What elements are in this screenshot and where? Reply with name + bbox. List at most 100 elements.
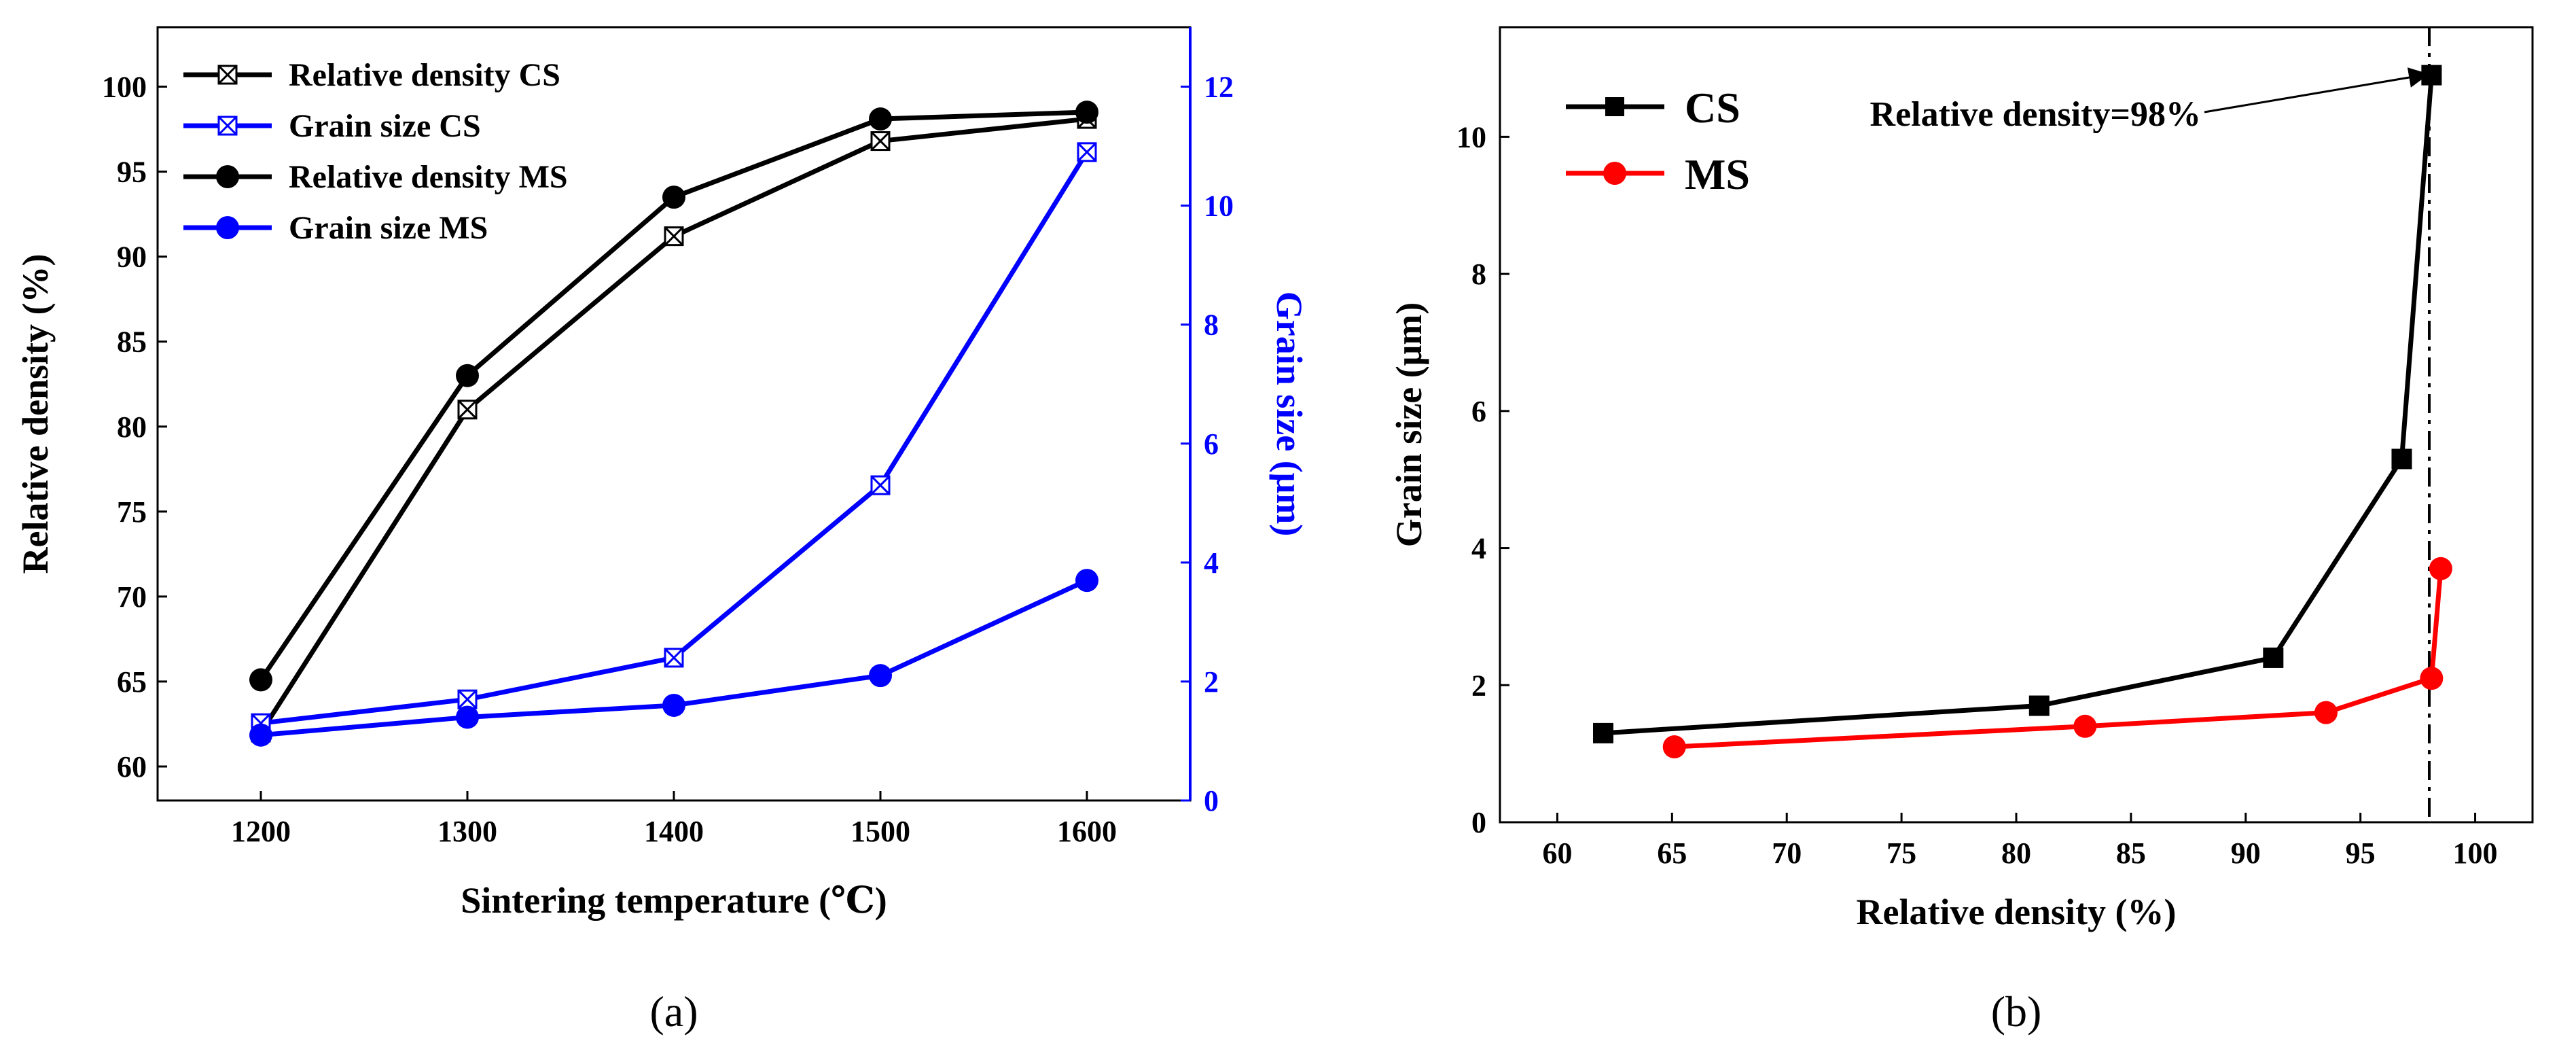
data-point — [662, 693, 685, 717]
series-cs — [1593, 65, 2442, 743]
legend-marker-circle — [216, 216, 239, 239]
panel-a-y2-ticks: 0 2 4 6 8 10 12 — [1181, 71, 1234, 817]
legend-marker-square — [1605, 97, 1624, 116]
data-point — [457, 400, 478, 420]
data-point — [456, 364, 479, 387]
legend-label-cs: CS — [1685, 84, 1740, 132]
panel-b-legend: CS MS — [1566, 84, 1750, 198]
panel-b-reference-line — [2204, 27, 2431, 822]
y-tick-label: 10 — [1456, 120, 1486, 154]
y-tick-label: 0 — [1471, 806, 1486, 839]
y-tick-label: 65 — [117, 665, 147, 699]
legend-item-grain-size-ms: Grain size MS — [183, 210, 488, 246]
y-tick-label: 8 — [1471, 258, 1486, 291]
legend-label-ms: MS — [1685, 150, 1750, 198]
data-point — [1075, 101, 1098, 124]
y2-tick-label: 8 — [1204, 309, 1219, 342]
panel-a-x-ticks: 1200 1300 1400 1500 1600 — [231, 791, 1117, 848]
data-point — [2391, 448, 2412, 470]
legend-label-relative-density-cs: Relative density CS — [289, 57, 560, 93]
data-point — [870, 475, 891, 495]
panel-a-y-ticks: 60 65 70 75 80 85 90 95 100 — [102, 71, 167, 784]
data-point — [664, 648, 684, 668]
x-tick-label: 65 — [1657, 837, 1687, 870]
panel-a-legend: Relative density CS Grain size CS Relati… — [183, 57, 568, 246]
data-point — [249, 668, 272, 692]
panel-a-y-axis-label: Relative density (%) — [15, 254, 56, 574]
y2-tick-label: 6 — [1204, 427, 1219, 461]
data-point — [249, 723, 272, 747]
data-point — [457, 689, 478, 709]
panel-a-x-axis-label: Sintering temperature (℃) — [461, 880, 887, 921]
data-point — [2314, 701, 2338, 724]
data-point — [662, 186, 685, 209]
panel-a-series — [249, 101, 1098, 747]
annotation-arrow — [2204, 67, 2429, 113]
series-ms — [1662, 557, 2452, 759]
y-tick-label: 2 — [1471, 669, 1486, 702]
x-tick-label: 1600 — [1057, 815, 1117, 848]
legend-item-grain-size-cs: Grain size CS — [183, 108, 481, 144]
y-tick-label: 100 — [102, 71, 147, 104]
y-tick-label: 75 — [117, 495, 147, 529]
data-point — [869, 107, 892, 131]
legend-label-relative-density-ms: Relative density MS — [289, 159, 568, 195]
x-tick-label: 75 — [1886, 837, 1916, 870]
series-relative-density-ms — [249, 101, 1098, 692]
y2-tick-label: 0 — [1204, 784, 1219, 817]
data-point — [1075, 569, 1098, 593]
legend-marker-circle — [1603, 162, 1626, 185]
data-point — [2028, 695, 2050, 716]
panel-b-chart: 60 65 70 75 80 85 90 95 100 0 2 4 6 8 10 CS MS Relati… — [1389, 26, 2534, 1036]
y-tick-label: 95 — [117, 156, 147, 189]
y-tick-label: 90 — [117, 241, 147, 274]
legend-item-relative-density-ms: Relative density MS — [183, 159, 568, 195]
data-point — [1593, 722, 1613, 743]
data-point — [2421, 65, 2442, 86]
legend-label-grain-size-ms: Grain size MS — [289, 210, 488, 246]
legend-item-relative-density-cs: Relative density CS — [183, 57, 560, 93]
y2-tick-label: 4 — [1204, 546, 1219, 580]
x-tick-label: 90 — [2231, 837, 2261, 870]
y-tick-label: 85 — [117, 325, 147, 359]
data-point — [2073, 714, 2097, 738]
data-point — [1662, 735, 1686, 759]
x-tick-label: 70 — [1772, 837, 1802, 870]
y-tick-label: 60 — [117, 750, 147, 784]
legend-marker-boxed-x — [217, 65, 238, 85]
data-point — [870, 131, 891, 152]
legend-label-grain-size-cs: Grain size CS — [289, 108, 481, 144]
panel-a-y2-axis-label: Grain size (μm) — [1269, 292, 1310, 537]
series-grain-size-ms — [249, 569, 1098, 747]
y2-tick-label: 2 — [1204, 665, 1219, 699]
x-tick-label: 1200 — [231, 815, 291, 848]
y-tick-label: 6 — [1471, 395, 1486, 428]
y-tick-label: 80 — [117, 410, 147, 444]
panel-b-annotation: Relative density=98% — [1870, 95, 2201, 134]
data-point — [2429, 557, 2452, 580]
panel-b-y-ticks: 0 2 4 6 8 10 — [1456, 120, 1509, 839]
y-tick-label: 70 — [117, 580, 147, 614]
x-tick-label: 95 — [2346, 837, 2376, 870]
legend-item-cs: CS — [1566, 84, 1740, 132]
x-tick-label: 60 — [1542, 837, 1572, 870]
legend-marker-boxed-x — [217, 116, 238, 136]
panel-a-chart: 1200 1300 1400 1500 1600 6065707580859095100… — [15, 26, 1310, 1036]
y2-tick-label: 10 — [1204, 190, 1234, 223]
x-tick-label: 85 — [2116, 837, 2146, 870]
panel-b-y-axis-label: Grain size (μm) — [1389, 302, 1429, 548]
legend-marker-circle — [216, 165, 239, 188]
data-point — [2263, 647, 2284, 668]
x-tick-label: 1500 — [851, 815, 910, 848]
panel-b-plot-frame — [1499, 26, 2534, 824]
y-tick-label: 4 — [1471, 532, 1486, 565]
data-point — [869, 664, 892, 688]
panel-b-x-ticks: 60 65 70 75 80 85 90 95 100 — [1542, 813, 2498, 870]
panel-b-series — [1593, 65, 2452, 759]
legend-item-ms: MS — [1566, 150, 1750, 198]
panel-b-caption-label: (b) — [1991, 987, 2042, 1036]
y2-tick-label: 12 — [1204, 71, 1234, 104]
data-point — [1077, 142, 1097, 162]
panel-b-x-axis-label: Relative density (%) — [1857, 892, 2177, 932]
x-tick-label: 80 — [2001, 837, 2031, 870]
